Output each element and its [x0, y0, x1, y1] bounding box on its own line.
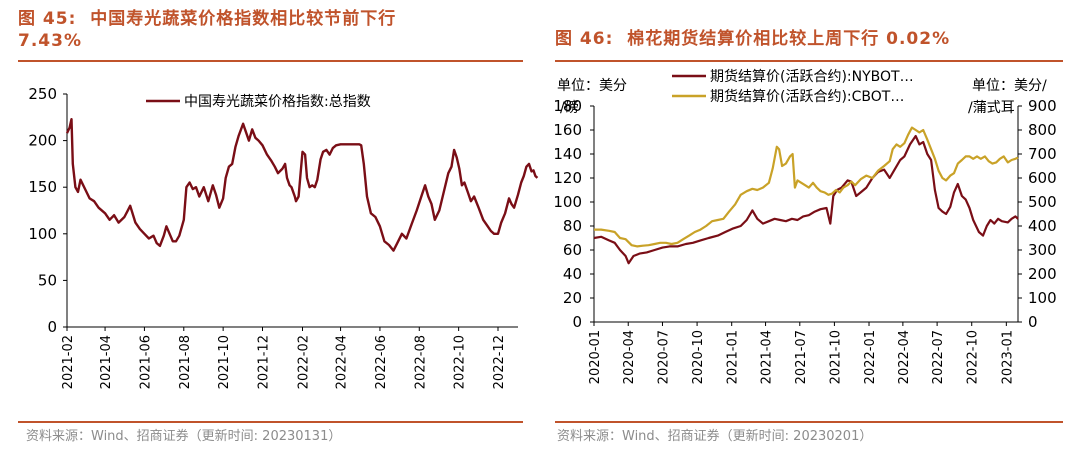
chart2-x-tick-label: 2023-01 [1000, 330, 1015, 384]
chart1-x-tick-label: 2021-10 [217, 335, 232, 389]
chart2-series-line [593, 134, 1019, 265]
chart2-x-tick-label: 2021-01 [726, 330, 741, 384]
chart1-x-tick-label: 2022-02 [297, 335, 312, 389]
chart1-bottom-rule [18, 421, 523, 423]
chart1-x-tick-label: 2022-08 [413, 335, 428, 389]
chart2-y-right-unit: 单位：美分/ [972, 78, 1047, 94]
chart2-source: 资料来源：Wind、招商证券（更新时间: 20230201） [557, 429, 873, 444]
chart2-series-line [594, 126, 1019, 248]
chart1-x-tick-label: 2022-04 [335, 335, 350, 389]
chart2-x-tick-label: 2020-07 [656, 330, 671, 384]
chart2-y-left-tick-label: 180 [553, 97, 582, 115]
chart2-y-right-tick-label: 500 [1028, 193, 1057, 211]
chart2-title-rule [555, 60, 1063, 62]
chart1-series-line [65, 118, 539, 252]
chart2-y-left-unit: 单位：美分 [557, 78, 627, 94]
chart1-x-tick-label: 2021-12 [256, 335, 271, 389]
chart1-title-rule [18, 60, 523, 62]
chart2-x-tick-label: 2021-07 [794, 330, 809, 384]
chart2-y-left-unit-cont: /磅 [560, 99, 579, 116]
chart2-y-left-tick-label: 120 [553, 169, 582, 187]
chart2-y-left-tick-label: 160 [553, 121, 582, 139]
chart2-y-left-tick-label: 140 [553, 145, 582, 163]
chart1-x-tick-label: 2022-12 [492, 335, 507, 389]
chart2-y-left-tick-label: 100 [553, 193, 582, 211]
chart2-y-right-tick-label: 900 [1028, 97, 1057, 115]
chart2-x-tick-label: 2020-04 [622, 330, 637, 384]
chart1-x-tick-label: 2021-04 [99, 335, 114, 389]
chart1-x-tick-label: 2022-10 [453, 335, 468, 389]
chart1-x-tick-label: 2021-08 [178, 335, 193, 389]
chart2-y-right-tick-label: 0 [1028, 313, 1038, 331]
chart1-y-tick-label: 50 [38, 271, 57, 289]
chart2-title: 图 46: 棉花期货结算价相比较上周下行 0.02% [555, 29, 951, 49]
chart2-x-tick-label: 2022-04 [897, 330, 912, 384]
chart2-legend-label: 期货结算价(活跃合约):NYBOT… [710, 68, 914, 85]
chart2-y-right-tick-label: 700 [1028, 145, 1057, 163]
chart2-y-right-unit-cont: /蒲式耳 [968, 100, 1015, 116]
chart2-y-right-tick-label: 800 [1028, 121, 1057, 139]
chart2-y-left-tick-label: 0 [572, 313, 582, 331]
chart2-x-tick-label: 2022-10 [966, 330, 981, 384]
chart2-y-left-tick-label: 60 [563, 241, 582, 259]
chart2-y-right-tick-label: 600 [1028, 169, 1057, 187]
chart1-y-tick-label: 200 [28, 132, 57, 150]
chart2-x-tick-label: 2022-07 [931, 330, 946, 384]
chart2-y-left-tick-label: 20 [563, 289, 582, 307]
chart2-y-right-tick-label: 400 [1028, 217, 1057, 235]
chart2-y-right-tick-label: 300 [1028, 241, 1057, 259]
chart2-y-left-tick-label: 40 [563, 265, 582, 283]
chart2-x-tick-label: 2020-01 [588, 330, 603, 384]
chart2-x-tick-label: 2022-01 [863, 330, 878, 384]
chart2-x-tick-label: 2020-10 [691, 330, 706, 384]
chart1-y-tick-label: 100 [28, 225, 57, 243]
chart2-y-right-tick-label: 100 [1028, 289, 1057, 307]
chart1-y-tick-label: 150 [28, 178, 57, 196]
chart1-y-tick-label: 250 [28, 85, 57, 103]
chart1-y-tick-label: 0 [47, 318, 57, 336]
chart2-y-right-tick-label: 200 [1028, 265, 1057, 283]
chart1-x-tick-label: 2022-06 [374, 335, 389, 389]
chart1-x-tick-label: 2021-02 [61, 335, 76, 389]
chart1-source: 资料来源：Wind、招商证券（更新时间: 20230131） [26, 429, 342, 444]
chart2-bottom-rule [555, 421, 1063, 423]
chart1-legend-label: 中国寿光蔬菜价格指数:总指数 [184, 93, 371, 110]
chart1-title: 图 45: 中国寿光蔬菜价格指数相比较节前下行 7.43% [18, 9, 397, 51]
chart2-x-tick-label: 2021-04 [760, 330, 775, 384]
chart2-x-tick-label: 2021-10 [828, 330, 843, 384]
chart2-y-left-tick-label: 80 [563, 217, 582, 235]
chart1-x-tick-label: 2021-06 [138, 335, 153, 389]
chart2-legend-label: 期货结算价(活跃合约):CBOT… [710, 88, 904, 105]
